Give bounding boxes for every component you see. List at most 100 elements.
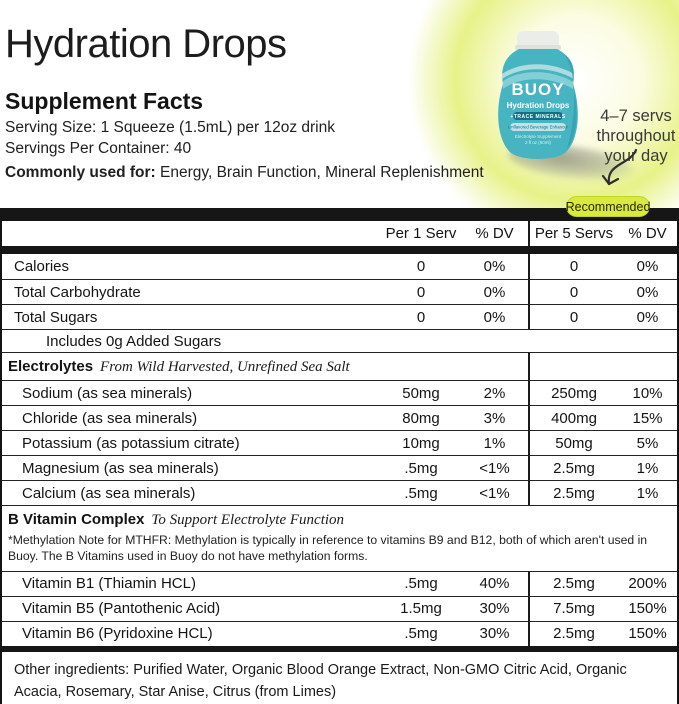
footer-divider-bar <box>2 645 677 652</box>
dv-per-5-servs: 150% <box>628 625 667 643</box>
value-per-5-servs: 2.5mg <box>553 459 595 477</box>
section-heading: B Vitamin Complex To Support Electrolyte … <box>2 506 677 532</box>
serving-size-text: Serving Size: 1 Squeeze (1.5mL) per 12oz… <box>5 119 335 136</box>
bottle-wave-stripe-2 <box>503 72 573 89</box>
curved-arrow-icon <box>601 148 638 186</box>
dv-per-5-servs: 1% <box>636 484 659 502</box>
value-per-1-serv: .5mg <box>404 575 438 593</box>
bottle-product-name: Hydration Drops <box>507 101 570 110</box>
right-columns-group: 2.5mg 150% <box>528 621 677 646</box>
bottle-brand-text: BUOY <box>511 80 564 99</box>
right-columns-group: 50mg 5% <box>528 431 677 455</box>
facts-table-body: Calories 0 0% 0 0% Total Carbohydrate 0 0% 0 0% To… <box>2 254 677 646</box>
row-label: Calories <box>14 258 70 275</box>
supplement-facts-heading: Supplement Facts <box>5 88 204 114</box>
servings-per-container-text: Servings Per Container: 40 <box>5 140 192 157</box>
table-row: Potassium (as potassium citrate) 10mg 1% 50… <box>2 430 677 455</box>
dv-per-1-serv: 30% <box>479 625 510 643</box>
bottle-supplement-line: Electrolyte Supplement <box>515 134 562 139</box>
bottle-tagline: +TRACE MINERALS <box>510 114 565 120</box>
row-label: Calcium (as sea minerals) <box>22 484 196 502</box>
value-per-5-servs: 2.5mg <box>553 484 595 502</box>
row-label: Chloride (as sea minerals) <box>22 409 198 427</box>
bottle-wave-stripe-1 <box>502 64 574 79</box>
col-header-per-5-servs: Per 5 Servs <box>534 225 614 242</box>
row-label: Sodium (as sea minerals) <box>22 384 193 402</box>
section-footnote: *Methylation Note for MTHFR: Methylation… <box>8 533 648 564</box>
table-row: Vitamin B1 (Thiamin HCL) .5mg 40% 2.5mg 200% <box>2 570 677 596</box>
table-row: Vitamin B6 (Pyridoxine HCL) .5mg 30% 2.5mg 1… <box>2 620 677 646</box>
dv-per-1-serv: 1% <box>483 434 506 452</box>
dv-per-1-serv: 30% <box>479 600 510 618</box>
right-columns-group: 2.5mg 200% <box>528 571 677 596</box>
row-label: Vitamin B1 (Thiamin HCL) <box>22 575 196 593</box>
dv-per-1-serv: 3% <box>483 409 506 427</box>
table-row: Vitamin B5 (Pantothenic Acid) 1.5mg 30% 7.5… <box>2 595 677 621</box>
right-columns-group: 2.5mg 1% <box>528 456 677 480</box>
dv-per-5-servs: 0% <box>636 258 659 275</box>
bottle-pill-text: Unflavored Beverage Enhancer <box>508 125 569 130</box>
value-per-5-servs: 7.5mg <box>553 600 595 618</box>
bottle-cap-flange <box>515 45 561 50</box>
annotation-line-2: throughout <box>596 127 676 146</box>
value-per-1-serv: 0 <box>416 258 426 275</box>
right-columns-group: 0 0% <box>528 280 677 304</box>
section-column: B Vitamin Complex To Support Electrolyte … <box>2 506 677 571</box>
col-header-dv-5: % DV <box>628 225 667 242</box>
value-per-1-serv: 1.5mg <box>400 600 442 618</box>
col-header-dv-1: % DV <box>475 225 514 242</box>
table-row: Total Sugars 0 0% 0 0% <box>2 304 677 329</box>
row-label: Vitamin B5 (Pantothenic Acid) <box>22 600 221 618</box>
servings-annotation: 4–7 servs throughout your day <box>594 106 678 166</box>
section-heading: Electrolytes From Wild Harvested, Unrefin… <box>2 353 528 379</box>
commonly-used-for-label: Commonly used for: <box>5 164 156 181</box>
value-per-5-servs: 2.5mg <box>553 575 595 593</box>
row-label: Magnesium (as sea minerals) <box>22 459 219 477</box>
right-columns-group: 2.5mg 1% <box>528 481 677 505</box>
value-per-1-serv: 0 <box>416 283 426 301</box>
dv-per-5-servs: 0% <box>636 308 659 326</box>
commonly-used-for-value: Energy, Brain Function, Mineral Replenis… <box>155 164 484 181</box>
value-per-1-serv: .5mg <box>404 625 438 643</box>
header-divider-bar <box>2 246 677 254</box>
dv-per-5-servs: 5% <box>636 434 659 452</box>
dv-per-1-serv: 0% <box>483 283 506 301</box>
table-row: Total Carbohydrate 0 0% 0 0% <box>2 279 677 304</box>
value-per-5-servs: 0 <box>569 258 579 275</box>
section-subtitle: To Support Electrolyte Function <box>151 512 345 528</box>
row-label: Potassium (as potassium citrate) <box>22 434 240 452</box>
table-top-bar <box>0 208 679 221</box>
trace-minerals-badge <box>513 112 563 120</box>
right-columns-group: 0 0% <box>528 305 677 329</box>
dv-per-5-servs: 15% <box>632 409 663 427</box>
dv-per-1-serv: <1% <box>479 459 510 477</box>
right-columns-group: Per 5 Servs % DV <box>528 221 677 246</box>
recommended-badge: Recommended <box>566 196 650 217</box>
bottle-cap <box>517 31 559 46</box>
row-label: Total Sugars <box>14 308 98 326</box>
other-ingredients-text: Other ingredients: Purified Water, Organ… <box>14 661 627 700</box>
bottle-size-line: 2 fl oz (60ml) <box>525 140 552 145</box>
product-bottle-image: BUOY Hydration Drops +TRACE MINERALS Unf… <box>498 31 578 159</box>
right-columns-group: 250mg 10% <box>528 381 677 405</box>
section-title: Electrolytes <box>8 358 94 375</box>
value-per-1-serv: 10mg <box>402 434 440 452</box>
dv-per-5-servs: 0% <box>636 283 659 301</box>
dv-per-5-servs: 150% <box>628 600 667 618</box>
dv-per-1-serv: 0% <box>483 258 506 275</box>
section-column: Electrolytes From Wild Harvested, Unrefin… <box>2 353 528 380</box>
bottle-side-shading <box>564 54 577 149</box>
facts-table-header: Per 1 Serv % DV Per 5 Servs % DV <box>2 221 677 246</box>
table-row: B Vitamin Complex To Support Electrolyte … <box>2 505 677 571</box>
annotation-line-1: 4–7 servs <box>600 107 672 125</box>
bottle-pill-label <box>510 123 566 131</box>
table-row: Electrolytes From Wild Harvested, Unrefin… <box>2 352 677 380</box>
value-per-1-serv: .5mg <box>404 484 438 502</box>
table-row: Calcium (as sea minerals) .5mg <1% 2.5mg 1% <box>2 480 677 505</box>
commonly-used-for-line: Commonly used for: Energy, Brain Functio… <box>5 164 484 182</box>
table-row: Chloride (as sea minerals) 80mg 3% 400mg 15% <box>2 405 677 430</box>
row-label: Includes 0g Added Sugars <box>46 332 222 350</box>
annotation-line-3: your day <box>604 147 668 166</box>
value-per-5-servs: 0 <box>569 308 579 326</box>
